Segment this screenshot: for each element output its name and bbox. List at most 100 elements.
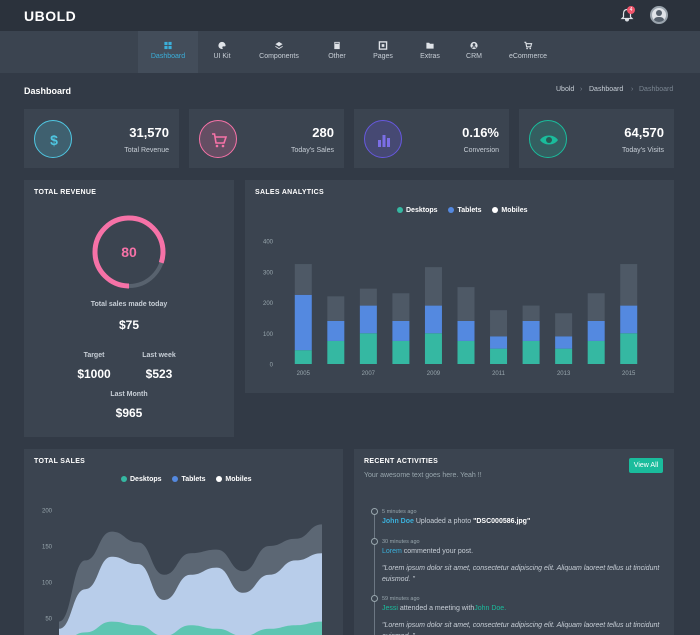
legend-item[interactable]: Tablets bbox=[172, 476, 205, 483]
card-subtitle: Your awesome text goes here. Yeah !! bbox=[364, 472, 482, 479]
activity-time: 30 minutes ago bbox=[382, 539, 420, 545]
legend-item[interactable]: Mobiles bbox=[216, 476, 251, 483]
stat-value: 280 bbox=[312, 125, 334, 140]
breadcrumb-ubold[interactable]: Ubold bbox=[556, 86, 575, 93]
stat-value: 31,570 bbox=[129, 125, 169, 140]
nav-label: eCommerce bbox=[508, 53, 548, 60]
bar-segment bbox=[424, 267, 442, 306]
activity-time: 59 minutes ago bbox=[382, 596, 420, 602]
user-icon bbox=[470, 41, 478, 50]
bar-segment bbox=[522, 320, 540, 341]
legend-item[interactable]: Tablets bbox=[448, 207, 481, 214]
main-navbar: Dashboard UI Kit Components Other Pages … bbox=[0, 31, 700, 73]
card-title: Total Revenue bbox=[34, 189, 97, 196]
total-sales-card: Total Sales Desktops Tablets Mobiles 50 1… bbox=[24, 449, 343, 635]
activity-quote: "Lorem ipsum dolor sit amet, consectetur… bbox=[382, 565, 660, 583]
activity-user-link[interactable]: Jessi bbox=[382, 605, 398, 612]
legend-item[interactable]: Desktops bbox=[397, 207, 438, 214]
sales-today-label: Total sales made today bbox=[90, 301, 168, 308]
timeline-dot bbox=[371, 595, 378, 602]
sales-analytics-card: Sales Analytics Desktops Tablets Mobiles… bbox=[245, 180, 674, 393]
layers-icon bbox=[275, 41, 283, 50]
activity-text: John Doe Uploaded a photo "DSC000586.jpg… bbox=[382, 518, 530, 525]
book-icon bbox=[334, 41, 340, 50]
cart-icon bbox=[212, 133, 228, 148]
revenue-gauge: 80 bbox=[92, 215, 166, 289]
notification-badge: 4 bbox=[627, 6, 635, 14]
bar-segment bbox=[522, 340, 540, 364]
stat-label: Today's Sales bbox=[291, 147, 334, 154]
logo[interactable]: UBOLD bbox=[24, 8, 77, 24]
legend-label: Mobiles bbox=[225, 476, 252, 483]
nav-pages[interactable]: Pages bbox=[366, 31, 400, 73]
stat-icon-circle: $ bbox=[34, 120, 72, 158]
nav-label: Pages bbox=[373, 53, 393, 60]
bar-segment bbox=[490, 310, 508, 337]
card-title: Recent Activities bbox=[364, 458, 439, 465]
activity-with-link[interactable]: John Doe. bbox=[474, 605, 507, 612]
breadcrumb-separator: › bbox=[580, 86, 583, 93]
x-tick-label: 2013 bbox=[557, 371, 571, 377]
nav-ui-kit[interactable]: UI Kit bbox=[204, 31, 240, 73]
dashboard-icon bbox=[164, 41, 172, 50]
legend-label: Tablets bbox=[181, 476, 206, 483]
legend-item[interactable]: Desktops bbox=[121, 476, 162, 483]
nav-label: Extras bbox=[420, 53, 440, 60]
nav-other[interactable]: Other bbox=[320, 31, 354, 73]
stat-label: Total Revenue bbox=[124, 147, 169, 154]
y-tick-label: 50 bbox=[45, 617, 52, 623]
nav-extras[interactable]: Extras bbox=[413, 31, 447, 73]
dollar-icon: $ bbox=[50, 132, 58, 148]
bar-segment bbox=[327, 320, 345, 341]
stat-icon-circle bbox=[199, 120, 237, 158]
bar-segment bbox=[620, 264, 638, 306]
activity-quote: "Lorem ipsum dolor sit amet, consectetur… bbox=[382, 622, 660, 635]
bar-segment bbox=[555, 348, 573, 364]
last-month-value: $965 bbox=[115, 406, 143, 420]
breadcrumb-dashboard[interactable]: Dashboard bbox=[589, 86, 624, 93]
activity-text: Lorem commented your post. bbox=[382, 548, 473, 555]
stat-card-conversion: 0.16% Conversion bbox=[354, 109, 509, 168]
legend-item[interactable]: Mobiles bbox=[492, 207, 527, 214]
chart-legend: Desktops Tablets Mobiles bbox=[121, 476, 260, 483]
bar-chart-icon bbox=[378, 135, 390, 147]
activity-time: 5 minutes ago bbox=[382, 509, 417, 515]
legend-dot bbox=[448, 207, 455, 213]
y-tick-label: 100 bbox=[42, 581, 53, 587]
nav-label: UI Kit bbox=[213, 53, 231, 60]
legend-label: Mobiles bbox=[501, 207, 528, 214]
bar-segment bbox=[392, 340, 410, 364]
bar-segment bbox=[587, 320, 605, 341]
bar-segment bbox=[457, 340, 475, 364]
cart-icon bbox=[524, 41, 533, 50]
bar-segment bbox=[294, 264, 312, 295]
nav-components[interactable]: Components bbox=[252, 31, 306, 73]
page-title: Dashboard bbox=[24, 86, 72, 96]
bar-segment bbox=[587, 293, 605, 321]
activity-text: Jessi attended a meeting withJohn Doe. bbox=[382, 605, 506, 612]
x-tick-label: 2015 bbox=[622, 371, 636, 377]
timeline-line bbox=[374, 511, 375, 635]
stat-label: Today's Visits bbox=[621, 147, 664, 154]
activity-user-link[interactable]: Lorem bbox=[382, 548, 402, 555]
bar-segment bbox=[490, 336, 508, 349]
view-all-button[interactable]: View All bbox=[629, 458, 663, 473]
y-tick-label: 150 bbox=[42, 545, 53, 551]
bar-segment bbox=[392, 293, 410, 321]
breadcrumb-separator: › bbox=[631, 86, 634, 93]
avatar[interactable] bbox=[650, 6, 668, 24]
x-tick-label: 2007 bbox=[362, 371, 376, 377]
nav-ecommerce[interactable]: eCommerce bbox=[504, 31, 552, 73]
card-title: Sales Analytics bbox=[255, 189, 324, 196]
legend-label: Desktops bbox=[130, 476, 162, 483]
target-value: $1000 bbox=[77, 367, 111, 381]
nav-label: Dashboard bbox=[150, 53, 186, 60]
timeline-dot bbox=[371, 538, 378, 545]
bar-segment bbox=[294, 294, 312, 351]
nav-crm[interactable]: CRM bbox=[459, 31, 489, 73]
bar-segment bbox=[294, 350, 312, 364]
nav-dashboard[interactable]: Dashboard bbox=[138, 31, 198, 73]
folder-icon bbox=[426, 42, 434, 49]
activity-user-link[interactable]: John Doe bbox=[382, 518, 414, 525]
gauge-progress-arc bbox=[92, 215, 166, 289]
